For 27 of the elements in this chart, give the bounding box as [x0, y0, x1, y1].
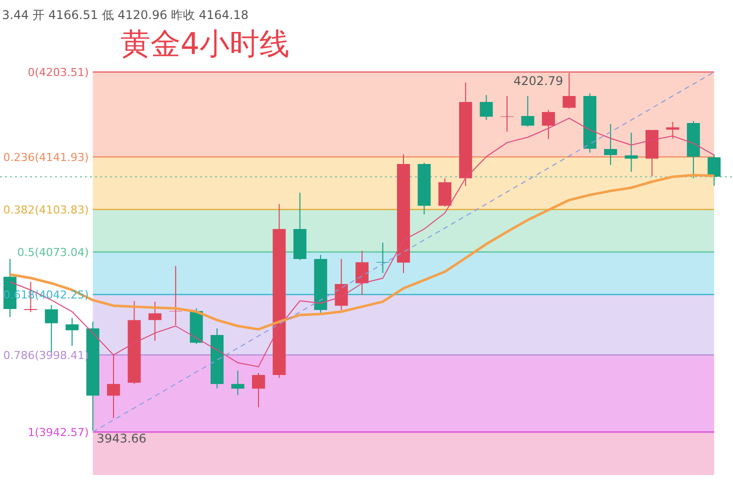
- candlestick: [66, 318, 79, 347]
- ref-line-label: 0.382(4103.83): [3, 204, 89, 217]
- candlestick: [708, 154, 721, 186]
- candlestick: [480, 94, 493, 121]
- candlestick: [521, 96, 534, 128]
- candlestick: [438, 178, 452, 208]
- candlestick: [542, 109, 555, 140]
- chart-title: 黄金4小时线: [120, 27, 290, 62]
- annotation: 3943.66: [96, 431, 146, 446]
- candlestick: [604, 124, 618, 166]
- candlestick: [376, 242, 390, 274]
- ref-line-label: 0(4203.51): [28, 66, 89, 79]
- candlestick: [148, 301, 162, 342]
- candlestick: [107, 354, 120, 419]
- candlestick: [231, 370, 244, 396]
- text: 3.44 开 4166.51 低 4120.96 昨收 4164.18: [2, 8, 248, 22]
- candlestick: [252, 372, 265, 408]
- candlestick: [562, 72, 576, 110]
- ref-line-label: 1(3942.57): [28, 426, 89, 439]
- candlestick: [624, 132, 638, 172]
- candlestick: [500, 96, 514, 132]
- ref-line-label: 0.5(4073.04): [17, 246, 89, 259]
- candlestick: [334, 258, 348, 310]
- candlestick: [356, 250, 369, 296]
- candlestick: [169, 265, 182, 326]
- annotation: 4202.79: [514, 74, 564, 88]
- ref-line-label: 0.236(4141.93): [3, 150, 89, 164]
